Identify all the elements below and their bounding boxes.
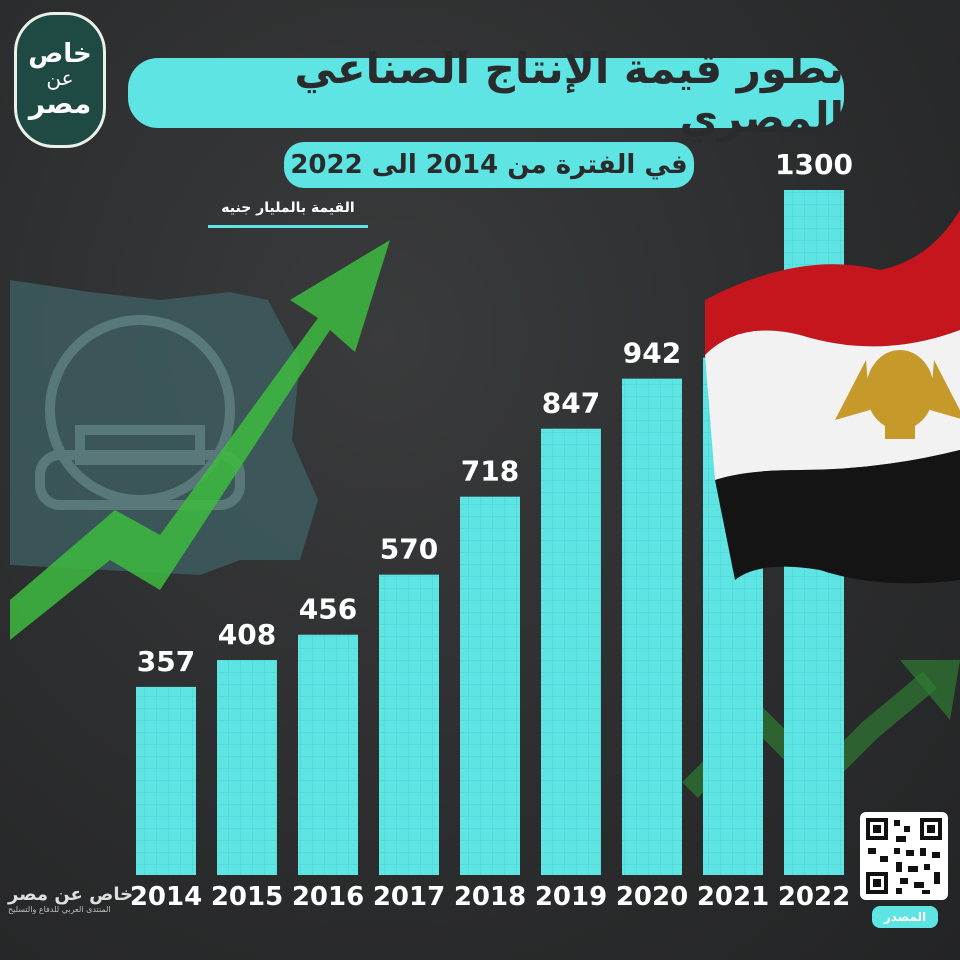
value-label-2016: 456 bbox=[299, 593, 357, 626]
category-label-2016: 2016 bbox=[292, 882, 364, 912]
factory-gear-icon bbox=[35, 315, 245, 510]
bar-grid-2016 bbox=[298, 634, 358, 875]
watermark-main: خاص عن مصر bbox=[8, 884, 134, 905]
qr-code-icon[interactable] bbox=[860, 812, 948, 900]
category-label-2015: 2015 bbox=[211, 882, 283, 912]
eagle-of-saladin-icon bbox=[835, 350, 960, 439]
bar-grid-2017 bbox=[379, 574, 439, 875]
logo-line-1: خاص bbox=[28, 39, 92, 70]
bar-grid-2014 bbox=[136, 686, 196, 875]
chart-title: تطور قيمة الإنتاج الصناعي المصري bbox=[128, 44, 844, 142]
value-label-2019: 847 bbox=[542, 387, 600, 420]
value-label-2017: 570 bbox=[380, 533, 438, 566]
logo-line-3: مصر bbox=[28, 87, 92, 121]
brand-logo: خاص عن مصر bbox=[14, 12, 106, 148]
egypt-map-silhouette bbox=[10, 280, 318, 575]
bar-grid-2015 bbox=[217, 660, 277, 875]
watermark-sub: المنتدى العربي للدفاع والتسليح bbox=[8, 905, 111, 914]
category-label-2019: 2019 bbox=[535, 882, 607, 912]
category-label-2022: 2022 bbox=[778, 882, 850, 912]
value-label-2015: 408 bbox=[218, 618, 276, 651]
category-label-2020: 2020 bbox=[616, 882, 688, 912]
logo-line-2: عن bbox=[46, 66, 74, 91]
category-label-2018: 2018 bbox=[454, 882, 526, 912]
value-label-2022: 1300 bbox=[775, 148, 853, 181]
bar-grid-2018 bbox=[460, 496, 520, 875]
category-label-2017: 2017 bbox=[373, 882, 445, 912]
value-label-2014: 357 bbox=[137, 645, 195, 678]
chart-subtitle: في الفترة من 2014 الى 2022 bbox=[284, 142, 694, 188]
category-label-2014: 2014 bbox=[130, 882, 202, 912]
value-label-2020: 942 bbox=[623, 337, 681, 370]
growth-arrow-icon bbox=[10, 240, 390, 640]
bar-grid-2019 bbox=[541, 428, 601, 875]
unit-label: القيمة بالمليار جنيه bbox=[208, 200, 368, 228]
source-label: المصدر bbox=[872, 906, 938, 928]
value-label-2018: 718 bbox=[461, 455, 519, 488]
category-label-2021: 2021 bbox=[697, 882, 769, 912]
watermark: خاص عن مصر المنتدى العربي للدفاع والتسلي… bbox=[8, 884, 158, 944]
bar-grid-2020 bbox=[622, 378, 682, 875]
